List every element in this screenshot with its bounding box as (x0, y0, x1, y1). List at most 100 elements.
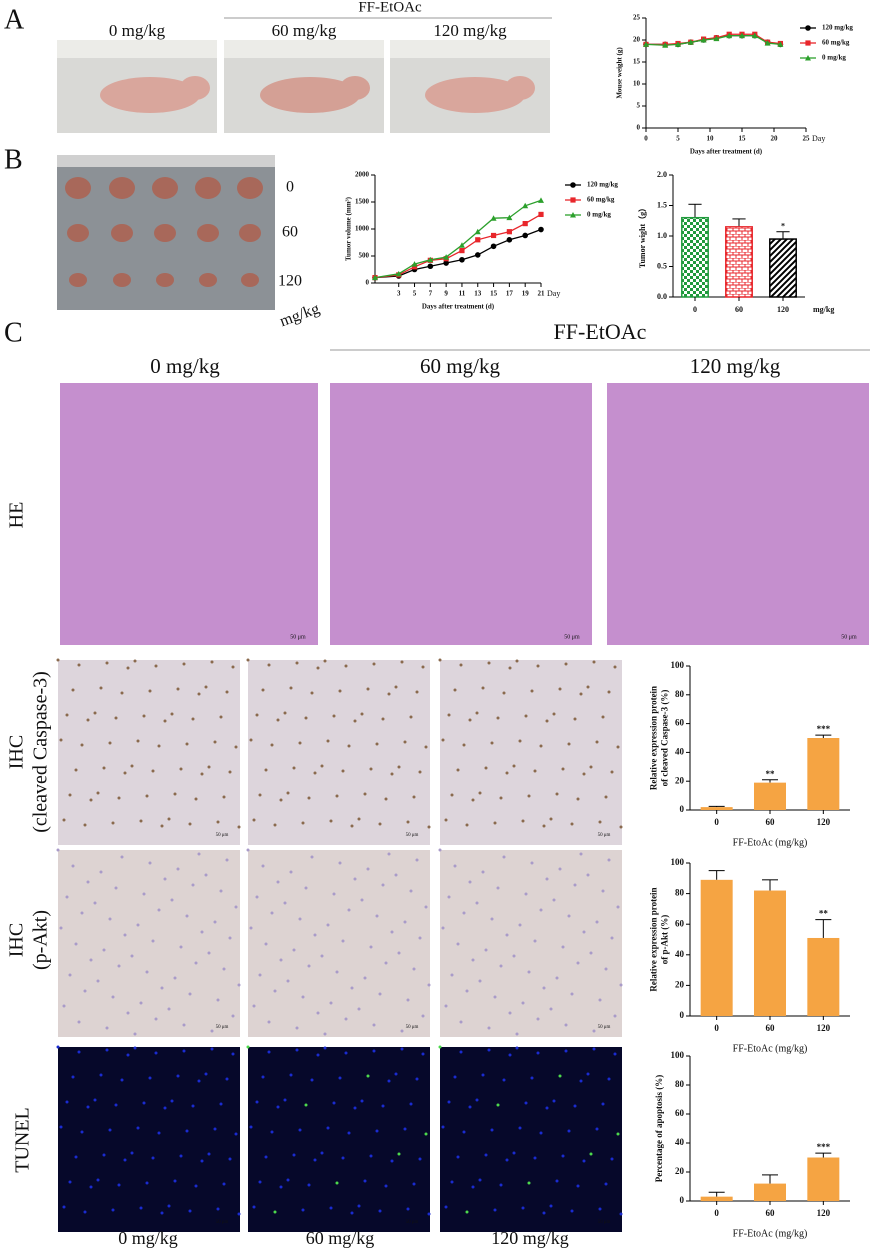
cell (424, 1132, 428, 1136)
cell (573, 1104, 577, 1108)
group-label: FF-EtOAc (358, 0, 422, 15)
cell (582, 930, 586, 934)
cell (56, 1045, 60, 1049)
cell (366, 867, 370, 871)
cell (74, 1155, 78, 1159)
y-tick-label: 1.5 (657, 200, 667, 209)
cell (564, 1049, 568, 1053)
cell (390, 772, 394, 776)
x-tick-label: 120 (817, 1023, 831, 1033)
cell (310, 691, 314, 695)
cell (151, 1156, 155, 1160)
legend-label: 60 mg/kg (587, 196, 615, 204)
cell (313, 771, 317, 775)
cell (527, 970, 531, 974)
cell (341, 1156, 345, 1160)
x-tick-label: 120 (817, 1208, 831, 1218)
cell (204, 1072, 208, 1076)
cell (289, 870, 293, 874)
tumor (65, 177, 91, 199)
cell (515, 1032, 519, 1036)
cell (145, 1181, 149, 1185)
cell (561, 767, 565, 771)
cell (496, 716, 500, 720)
cell (252, 1004, 256, 1008)
cell (123, 771, 127, 775)
scale-bar: 50 μm (406, 1025, 419, 1030)
scale-bar: 50 μm (598, 833, 611, 838)
x-tick-label: 0 (714, 1208, 719, 1218)
bar (807, 738, 840, 810)
cell (179, 945, 183, 949)
cell (576, 1184, 580, 1188)
legend-marker (570, 212, 576, 218)
y-tick-label: 0 (680, 1195, 685, 1205)
cell (400, 1029, 404, 1033)
cell (607, 1077, 611, 1081)
cell (179, 767, 183, 771)
cell (561, 1154, 565, 1158)
cell (558, 1074, 562, 1078)
x-tick-label: 25 (803, 135, 811, 143)
cell (249, 1125, 253, 1129)
y-tick-label: 10 (633, 80, 641, 88)
point (458, 242, 465, 248)
cell (453, 1075, 457, 1079)
cell (555, 1179, 559, 1183)
cell (200, 930, 204, 934)
scale-bar: 50 μm (216, 833, 229, 838)
cell (289, 1073, 293, 1077)
unit-label: mg/kg (278, 300, 322, 330)
cell (350, 1211, 354, 1215)
legend-marker (570, 197, 576, 203)
ihc-image (58, 660, 240, 845)
cell (508, 1011, 512, 1015)
cell (77, 663, 81, 667)
cell (68, 793, 72, 797)
he-image (607, 383, 869, 645)
cell (304, 1103, 308, 1107)
cell (598, 820, 602, 824)
cell (157, 908, 161, 912)
x-tick-label: 5 (676, 135, 680, 143)
cell (99, 686, 103, 690)
cell (610, 770, 614, 774)
y-tick-label: 60 (675, 718, 685, 728)
x-axis-label: Days after treatment (d) (422, 303, 495, 311)
cell (579, 1079, 583, 1083)
x-axis-label: FF-EtoAc (mg/kg) (733, 1043, 808, 1054)
cell (170, 712, 174, 716)
cell (610, 936, 614, 940)
cell (170, 1099, 174, 1103)
y-axis-label: Mouse weight (g) (616, 47, 624, 99)
x-tick-label: 120 (817, 817, 831, 827)
cell (613, 665, 617, 669)
cell (539, 1131, 543, 1135)
cell (394, 1072, 398, 1076)
cell (450, 1180, 454, 1184)
cell (105, 1048, 109, 1052)
cell (555, 976, 559, 980)
cell (273, 989, 277, 993)
cell (475, 711, 479, 715)
y-tick-label: 0 (680, 1010, 685, 1020)
cell (441, 926, 445, 930)
cell (567, 914, 571, 918)
cell (295, 661, 299, 665)
bottom-label: 60 mg/kg (306, 1228, 375, 1248)
cell (320, 954, 324, 958)
cell (353, 877, 357, 881)
cell (89, 958, 93, 962)
cell (604, 1182, 608, 1186)
cell (213, 1127, 217, 1131)
cell (279, 958, 283, 962)
legend-label: 120 mg/kg (822, 24, 853, 32)
cell (347, 908, 351, 912)
cell (96, 1178, 100, 1182)
cell (176, 867, 180, 871)
cell (276, 880, 280, 884)
x-tick-label: 11 (459, 290, 466, 298)
row-label: (p-Akt) (30, 910, 52, 970)
cell (475, 1098, 479, 1102)
tumor-photo (57, 155, 275, 310)
